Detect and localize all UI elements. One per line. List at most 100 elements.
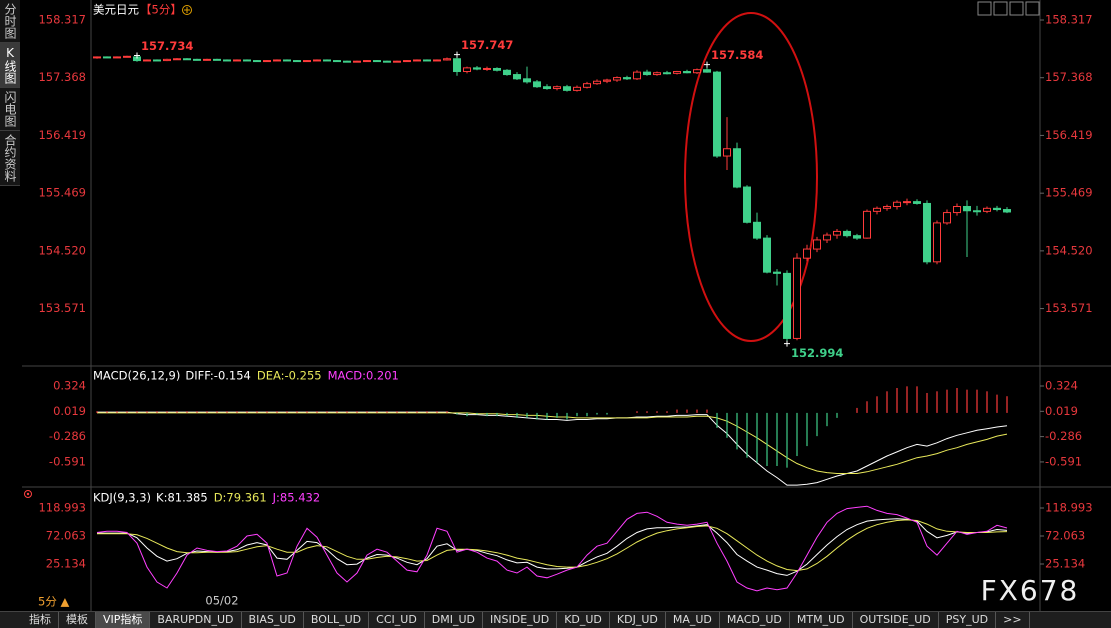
candle-body — [273, 59, 281, 62]
candle-body — [863, 210, 871, 239]
sidebar: 分时图 K线图 闪电图 合约资料 — [0, 0, 20, 186]
legend-label: DEA:-0.255 — [257, 369, 322, 383]
candle-body — [453, 58, 461, 73]
extreme-marker — [784, 340, 790, 347]
extreme-label: 157.734 — [141, 39, 193, 53]
y-tick-label: 157.368 — [38, 70, 86, 84]
candle-body — [783, 272, 791, 339]
candle-body — [713, 71, 721, 157]
legend-label: DIFF:-0.154 — [185, 369, 251, 383]
y-tick-label-right: 0.019 — [1045, 404, 1078, 418]
candle-body — [703, 69, 711, 73]
indicator-line — [96, 505, 1008, 592]
indicator-line — [97, 412, 1008, 474]
panel-title: KDJ(9,3,3) — [93, 491, 151, 505]
y-tick-label-right: 157.368 — [1045, 70, 1093, 84]
panel-icon[interactable] — [24, 490, 32, 498]
chart: 美元日元 【5分】 5分 ▲ FX678 153.571 153.571 154.5… — [22, 0, 1111, 611]
y-tick-label: 0.324 — [53, 379, 86, 393]
y-tick-label-right: 0.324 — [1045, 379, 1078, 393]
y-tick-label: 153.571 — [38, 301, 86, 315]
candle-body — [723, 148, 731, 157]
candle-body — [733, 148, 741, 188]
candle-body — [773, 271, 781, 274]
candle-body — [953, 205, 961, 214]
indicator-tab[interactable]: 指标 — [22, 612, 59, 628]
candle-body — [633, 71, 641, 80]
candle-body — [353, 60, 361, 63]
candle-body — [173, 58, 181, 61]
candle-body — [303, 60, 311, 63]
candle-body — [193, 58, 201, 61]
indicator-tab[interactable]: 模板 — [59, 612, 96, 628]
y-tick-label: -0.591 — [49, 454, 86, 468]
indicator-tab[interactable]: BIAS_UD — [242, 612, 304, 628]
indicator-tab[interactable]: BARUPDN_UD — [150, 612, 242, 628]
side-tab[interactable]: 闪电图 — [0, 88, 20, 131]
extreme-marker — [454, 51, 460, 58]
side-tab[interactable]: K线图 — [0, 43, 20, 88]
candle-body — [573, 86, 581, 91]
window-buttons[interactable] — [977, 1, 1040, 16]
candle-body — [473, 67, 481, 70]
candle-body — [413, 59, 421, 62]
x-tick-label: 05/02 — [205, 594, 238, 608]
candle-body — [883, 205, 891, 209]
candle-body — [333, 60, 341, 63]
candle-body — [313, 59, 321, 62]
candle-body — [983, 207, 991, 212]
candle-body — [433, 59, 441, 62]
indicator-tab[interactable]: MACD_UD — [720, 612, 790, 628]
indicator-tab[interactable]: >> — [996, 612, 1030, 628]
add-icon[interactable] — [182, 5, 192, 15]
candle-body — [653, 72, 661, 76]
candle-body — [213, 58, 221, 61]
panel-title: MACD(26,12,9) — [93, 369, 180, 383]
candle-body — [613, 77, 621, 81]
indicator-tab[interactable]: CCI_UD — [369, 612, 425, 628]
side-tab[interactable]: 分时图 — [0, 0, 20, 43]
indicator-tab[interactable]: INSIDE_UD — [483, 612, 558, 628]
y-tick-label-right: 158.317 — [1045, 13, 1093, 27]
indicator-tab[interactable]: PSY_UD — [939, 612, 997, 628]
y-tick-label-right: 156.419 — [1045, 128, 1093, 142]
indicator-tab[interactable]: KDJ_UD — [610, 612, 666, 628]
candle-body — [503, 69, 511, 76]
candle-body — [793, 257, 801, 339]
extreme-marker — [134, 52, 140, 59]
candle-body — [843, 230, 851, 237]
indicator-tab[interactable]: BOLL_UD — [304, 612, 370, 628]
indicator-tab[interactable]: DMI_UD — [425, 612, 484, 628]
candle-body — [463, 67, 471, 73]
candle-body — [223, 59, 231, 62]
indicator-tab[interactable]: MTM_UD — [790, 612, 853, 628]
candle-body — [383, 60, 391, 63]
candle-body — [403, 60, 411, 63]
candle-body — [663, 72, 671, 75]
candle-body — [493, 67, 501, 71]
period-selector[interactable]: 5分 ▲ — [38, 595, 69, 609]
candle-body — [693, 69, 701, 74]
indicator-tab[interactable]: KD_UD — [557, 612, 610, 628]
extreme-label: 157.584 — [711, 48, 763, 62]
side-tab[interactable]: 合约资料 — [0, 131, 20, 186]
candle-body — [933, 222, 941, 263]
indicator-tab[interactable]: MA_UD — [666, 612, 720, 628]
y-tick-label: 25.134 — [46, 557, 86, 571]
indicator-tab[interactable]: VIP指标 — [96, 612, 151, 628]
candle-body — [1003, 209, 1011, 213]
y-tick-label-right: 153.571 — [1045, 301, 1093, 315]
candle-body — [203, 58, 211, 61]
candle-body — [813, 239, 821, 250]
candle-body — [253, 60, 261, 63]
y-tick-label: 156.419 — [38, 128, 86, 142]
y-tick-label: 118.993 — [38, 501, 86, 515]
candle-body — [513, 74, 521, 80]
candle-body — [153, 59, 161, 62]
candle-body — [423, 59, 431, 62]
candle-body — [833, 230, 841, 236]
indicator-tab[interactable]: OUTSIDE_UD — [853, 612, 939, 628]
extreme-marker — [704, 61, 710, 68]
candle-body — [373, 60, 381, 63]
indicator-line — [97, 518, 1008, 576]
